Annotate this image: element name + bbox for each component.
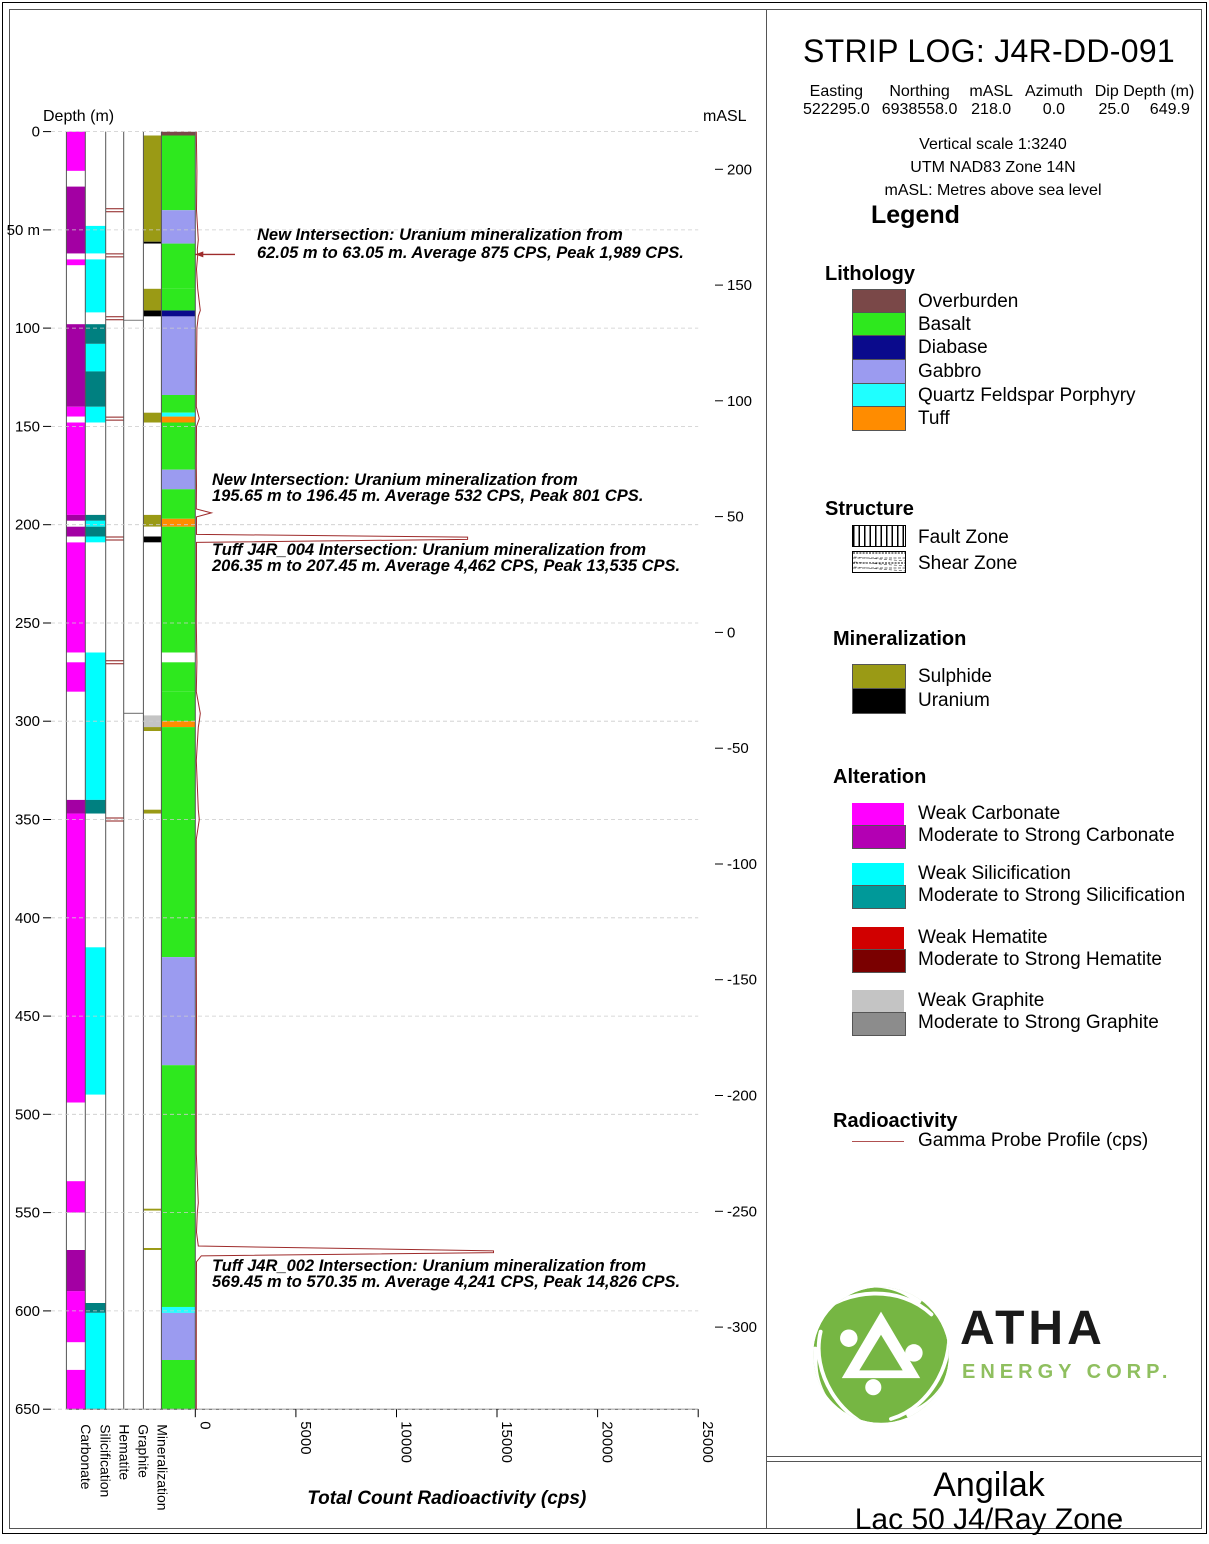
svg-text:Hematite: Hematite xyxy=(117,1424,133,1480)
svg-text:195.65 m to 196.45 m. Average: 195.65 m to 196.45 m. Average 532 CPS, P… xyxy=(212,487,643,505)
svg-text:-300: -300 xyxy=(727,1319,757,1336)
svg-text:150: 150 xyxy=(727,277,752,294)
svg-text:-50: -50 xyxy=(727,740,749,757)
svg-text:200: 200 xyxy=(727,161,752,178)
svg-text:200: 200 xyxy=(15,517,40,534)
svg-text:50 m: 50 m xyxy=(7,222,40,239)
svg-text:500: 500 xyxy=(15,1106,40,1123)
svg-text:Carbonate: Carbonate xyxy=(78,1424,94,1490)
svg-text:0: 0 xyxy=(727,624,735,641)
svg-text:-250: -250 xyxy=(727,1203,757,1220)
svg-text:300: 300 xyxy=(15,713,40,730)
svg-text:650: 650 xyxy=(15,1401,40,1418)
svg-text:Depth (m): Depth (m) xyxy=(43,108,114,125)
svg-text:600: 600 xyxy=(15,1303,40,1320)
svg-text:0: 0 xyxy=(32,124,40,141)
svg-text:5000: 5000 xyxy=(297,1421,314,1454)
svg-text:100: 100 xyxy=(15,320,40,337)
svg-text:25000: 25000 xyxy=(699,1421,716,1463)
svg-text:10000: 10000 xyxy=(398,1421,415,1463)
svg-text:206.35 m to 207.45 m. Average: 206.35 m to 207.45 m. Average 4,462 CPS,… xyxy=(211,557,680,575)
svg-text:450: 450 xyxy=(15,1008,40,1025)
svg-text:50: 50 xyxy=(727,509,744,526)
svg-text:400: 400 xyxy=(15,910,40,927)
svg-text:100: 100 xyxy=(727,393,752,410)
svg-text:62.05 m to 63.05 m. Average 87: 62.05 m to 63.05 m. Average 875 CPS, Pea… xyxy=(257,244,684,262)
svg-text:Mineralization: Mineralization xyxy=(154,1424,170,1510)
svg-text:mASL: mASL xyxy=(703,108,747,125)
svg-text:350: 350 xyxy=(15,812,40,829)
svg-text:250: 250 xyxy=(15,615,40,632)
svg-text:-100: -100 xyxy=(727,856,757,873)
svg-text:0: 0 xyxy=(196,1421,213,1429)
svg-text:New Intersection: Uranium mine: New Intersection: Uranium mineralization… xyxy=(257,226,623,244)
svg-text:Total Count Radioactivity (cps: Total Count Radioactivity (cps) xyxy=(307,1488,586,1509)
svg-text:20000: 20000 xyxy=(599,1421,616,1463)
svg-text:Silicification: Silicification xyxy=(98,1424,114,1497)
svg-text:Graphite: Graphite xyxy=(136,1424,152,1478)
svg-text:15000: 15000 xyxy=(498,1421,515,1463)
svg-text:-200: -200 xyxy=(727,1088,757,1105)
svg-text:550: 550 xyxy=(15,1205,40,1222)
svg-text:569.45 m to 570.35 m. Average: 569.45 m to 570.35 m. Average 4,241 CPS,… xyxy=(212,1273,680,1291)
svg-text:150: 150 xyxy=(15,418,40,435)
svg-text:-150: -150 xyxy=(727,972,757,989)
